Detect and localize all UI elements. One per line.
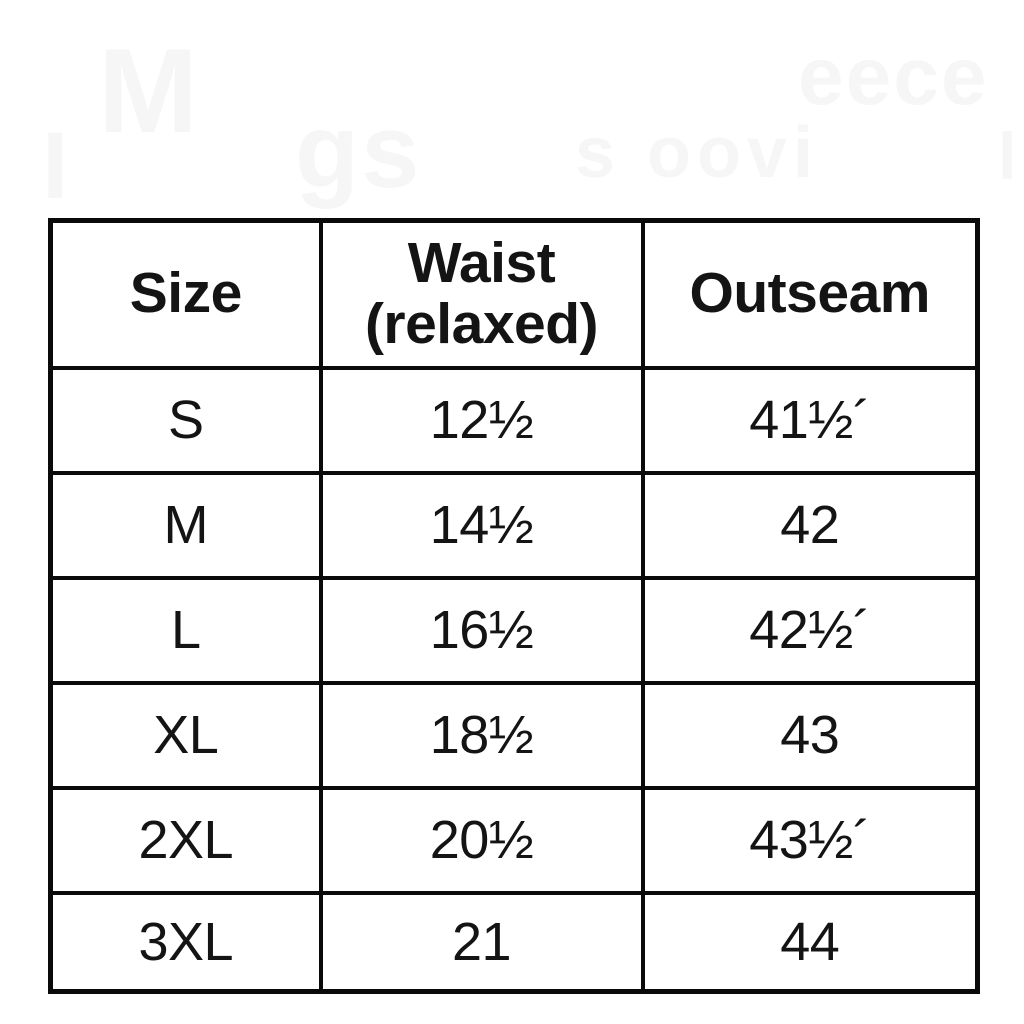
table-row: 2XL 20½ 43½´ — [48, 785, 980, 895]
size-cell: 2XL — [48, 785, 323, 895]
size-chart: Size Waist (relaxed) Outseam S 12½ 41½´ … — [48, 218, 980, 994]
outseam-cell: 44 — [640, 890, 980, 994]
size-cell: 3XL — [48, 890, 323, 994]
waist-cell: 16½ — [318, 575, 645, 685]
table-row: M 14½ 42 — [48, 470, 980, 580]
waist-cell: 14½ — [318, 470, 645, 580]
ghost-text-fragment: eece — [798, 31, 989, 122]
table-row: L 16½ 42½´ — [48, 575, 980, 685]
ghost-text-fragment: I — [42, 113, 71, 219]
outseam-cell: 43½´ — [640, 785, 980, 895]
waist-cell: 21 — [318, 890, 645, 994]
ghost-text-fragment: l — [998, 119, 1019, 193]
size-cell: M — [48, 470, 323, 580]
outseam-cell: 43 — [640, 680, 980, 790]
table-row: 3XL 21 44 — [48, 890, 980, 994]
outseam-cell: 42 — [640, 470, 980, 580]
size-chart-table: Size Waist (relaxed) Outseam S 12½ 41½´ … — [48, 218, 980, 994]
waist-cell: 18½ — [318, 680, 645, 790]
ghost-text-fragment: M — [98, 24, 200, 158]
column-header-waist: Waist (relaxed) — [318, 218, 645, 370]
outseam-cell: 42½´ — [640, 575, 980, 685]
table-header-row: Size Waist (relaxed) Outseam — [48, 218, 980, 370]
waist-cell: 20½ — [318, 785, 645, 895]
ghost-text-fragment: gs — [295, 93, 422, 210]
ghost-text-fragment: s oovi — [575, 113, 820, 193]
size-cell: XL — [48, 680, 323, 790]
size-cell: L — [48, 575, 323, 685]
table-row: S 12½ 41½´ — [48, 365, 980, 475]
table-row: XL 18½ 43 — [48, 680, 980, 790]
column-header-outseam: Outseam — [640, 218, 980, 370]
waist-cell: 12½ — [318, 365, 645, 475]
size-cell: S — [48, 365, 323, 475]
column-header-size: Size — [48, 218, 323, 370]
outseam-cell: 41½´ — [640, 365, 980, 475]
